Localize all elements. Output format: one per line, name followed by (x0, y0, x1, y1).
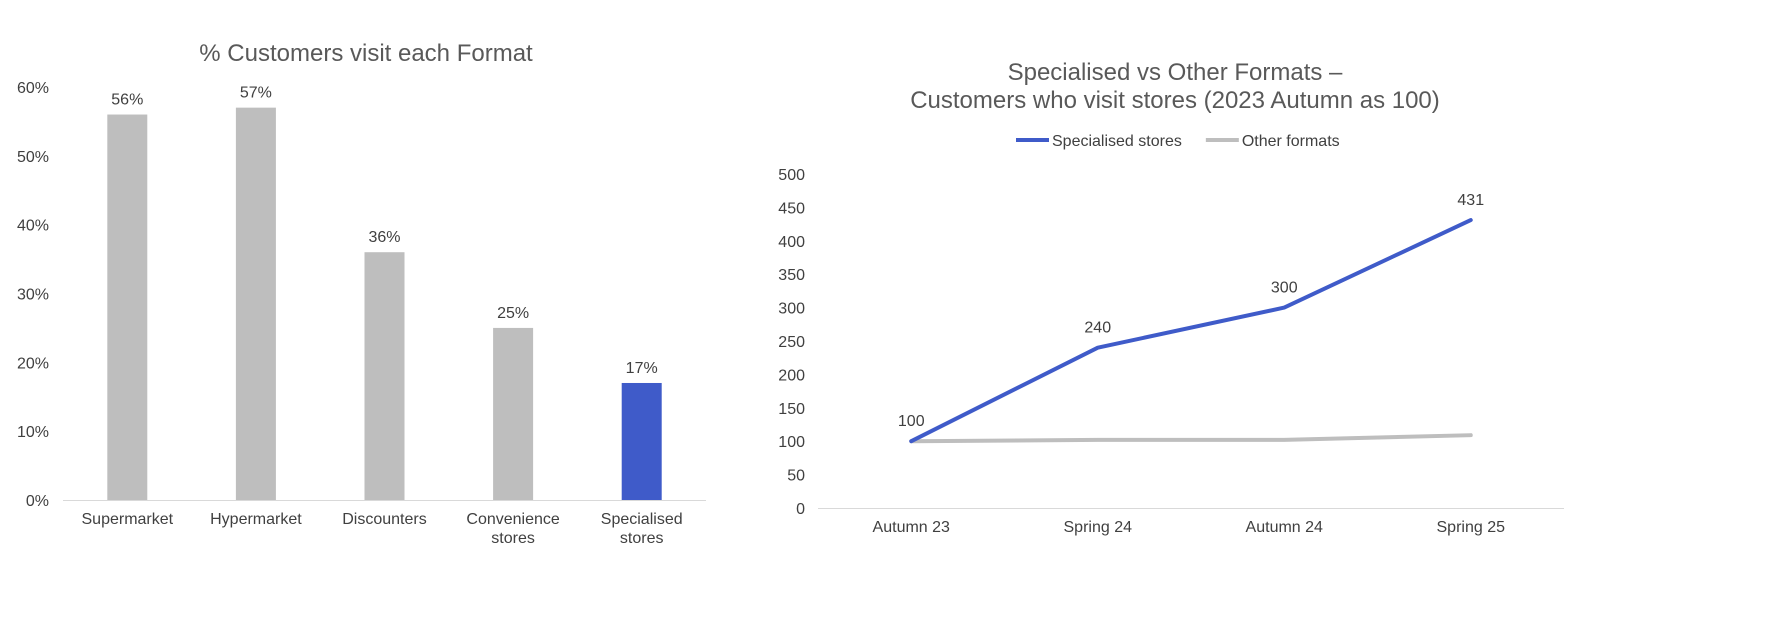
line-chart-title: Specialised vs Other Formats – Customers … (910, 59, 1440, 114)
line-y-tick-label: 200 (778, 367, 805, 384)
line-y-tick-label: 0 (796, 501, 805, 518)
series-line-other-formats (909, 433, 1473, 444)
bar-chart-title: % Customers visit each Format (199, 40, 533, 67)
line-data-label: 300 (1271, 280, 1298, 297)
line-y-tick-label: 150 (778, 401, 805, 418)
bar-hypermarket (235, 107, 276, 501)
line-x-tick-label: Autumn 24 (1246, 519, 1323, 536)
line-y-tick-label: 300 (778, 301, 805, 318)
bar-data-label: 25% (497, 305, 529, 322)
bar-discounters (364, 252, 405, 500)
bar-x-tick-label-line: Specialised (601, 511, 683, 528)
bar-data-label: 17% (626, 360, 658, 377)
bar-data-label: 57% (240, 85, 272, 102)
line-y-tick-label: 50 (787, 468, 805, 485)
bar-y-tick-label: 30% (17, 287, 49, 304)
bar-x-tick-label-line: stores (620, 530, 664, 547)
bar-x-tick-label: Discounters (342, 511, 426, 528)
bar-x-tick-label: Supermarket (82, 511, 174, 528)
bar-y-tick-label: 20% (17, 355, 49, 372)
bar-x-tick-label: Hypermarket (210, 511, 302, 528)
bar-x-tick-label-line: Convenience (466, 511, 560, 528)
series-line-specialised-stores (909, 218, 1473, 444)
line-y-tick-label: 400 (778, 234, 805, 251)
legend-label: Other formats (1242, 133, 1340, 150)
bar-x-tick-label: Convenience stores (466, 511, 560, 547)
line-y-tick-label: 350 (778, 267, 805, 284)
line-x-tick-label: Spring 24 (1064, 519, 1133, 536)
line-x-tick-label: Spring 25 (1437, 519, 1506, 536)
legend-label: Specialised stores (1052, 133, 1182, 150)
bar-y-tick-label: 0% (26, 493, 49, 510)
line-data-label: 240 (1084, 320, 1111, 337)
bar-y-tick-label: 10% (17, 424, 49, 441)
bar-x-tick-label-line: Supermarket (82, 511, 174, 528)
bar-data-label: 56% (111, 92, 143, 109)
line-data-label: 431 (1457, 192, 1484, 209)
line-y-tick-label: 100 (778, 434, 805, 451)
line-data-label: 100 (898, 413, 925, 430)
bar-x-tick-label-line: Discounters (342, 511, 426, 528)
bar-x-tick-label: Specialised stores (601, 511, 683, 547)
line-y-tick-label: 450 (778, 200, 805, 217)
bar-y-tick-label: 40% (17, 218, 49, 235)
bar-specialised-stores (621, 382, 662, 500)
bar-convenience-stores (493, 327, 534, 500)
line-chart-title-line: Specialised vs Other Formats – (1008, 59, 1343, 86)
bar-chart-customers-per-format: % Customers visit each Format 0% 10% 20% 30%… (17, 40, 706, 547)
bar-y-tick-label: 60% (17, 80, 49, 97)
line-y-tick-label: 500 (778, 167, 805, 184)
line-y-tick-label: 250 (778, 334, 805, 351)
bar-x-tick-label-line: Hypermarket (210, 511, 302, 528)
line-chart-title-line: Customers who visit stores (2023 Autumn … (910, 87, 1440, 114)
bar-supermarket (107, 114, 148, 501)
line-x-tick-label: Autumn 23 (873, 519, 950, 536)
bar-y-tick-label: 50% (17, 149, 49, 166)
bar-data-label: 36% (368, 229, 400, 246)
bar-x-tick-label-line: stores (491, 530, 535, 547)
